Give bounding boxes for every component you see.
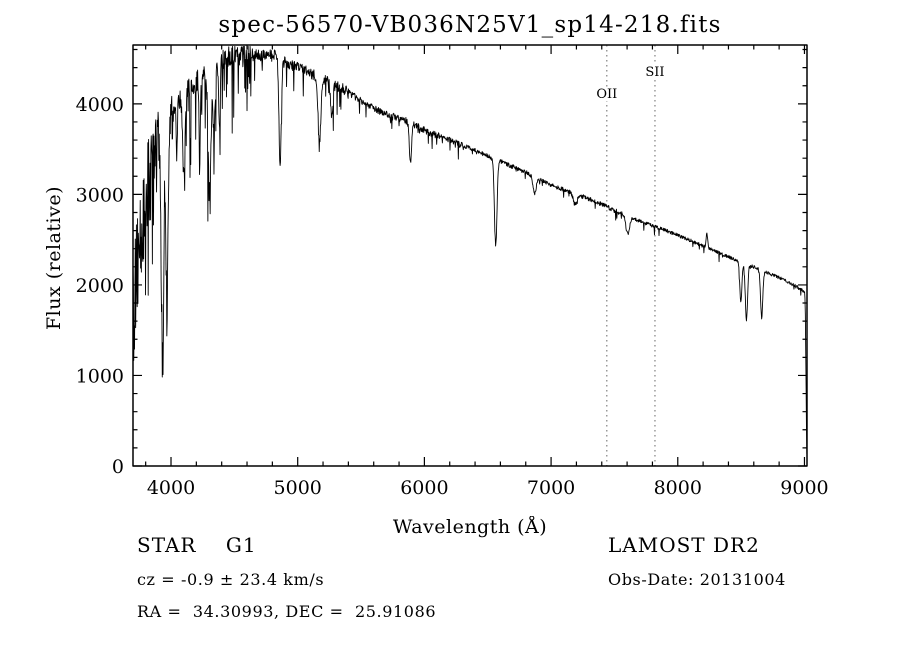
cz-velocity-label: cz = -0.9 ± 23.4 km/s <box>137 570 325 589</box>
x-axis-label: Wavelength (Å) <box>392 516 548 538</box>
object-class-label: STAR G1 <box>137 533 257 557</box>
ra-dec-label: RA = 34.30993, DEC = 25.91086 <box>137 602 437 621</box>
obs-date-label: Obs-Date: 20131004 <box>608 570 786 589</box>
plot-title: spec-56570-VB036N25V1_sp14-218.fits <box>218 12 722 38</box>
survey-label: LAMOST DR2 <box>608 533 760 557</box>
y-axis-label: Flux (relative) <box>43 186 65 330</box>
